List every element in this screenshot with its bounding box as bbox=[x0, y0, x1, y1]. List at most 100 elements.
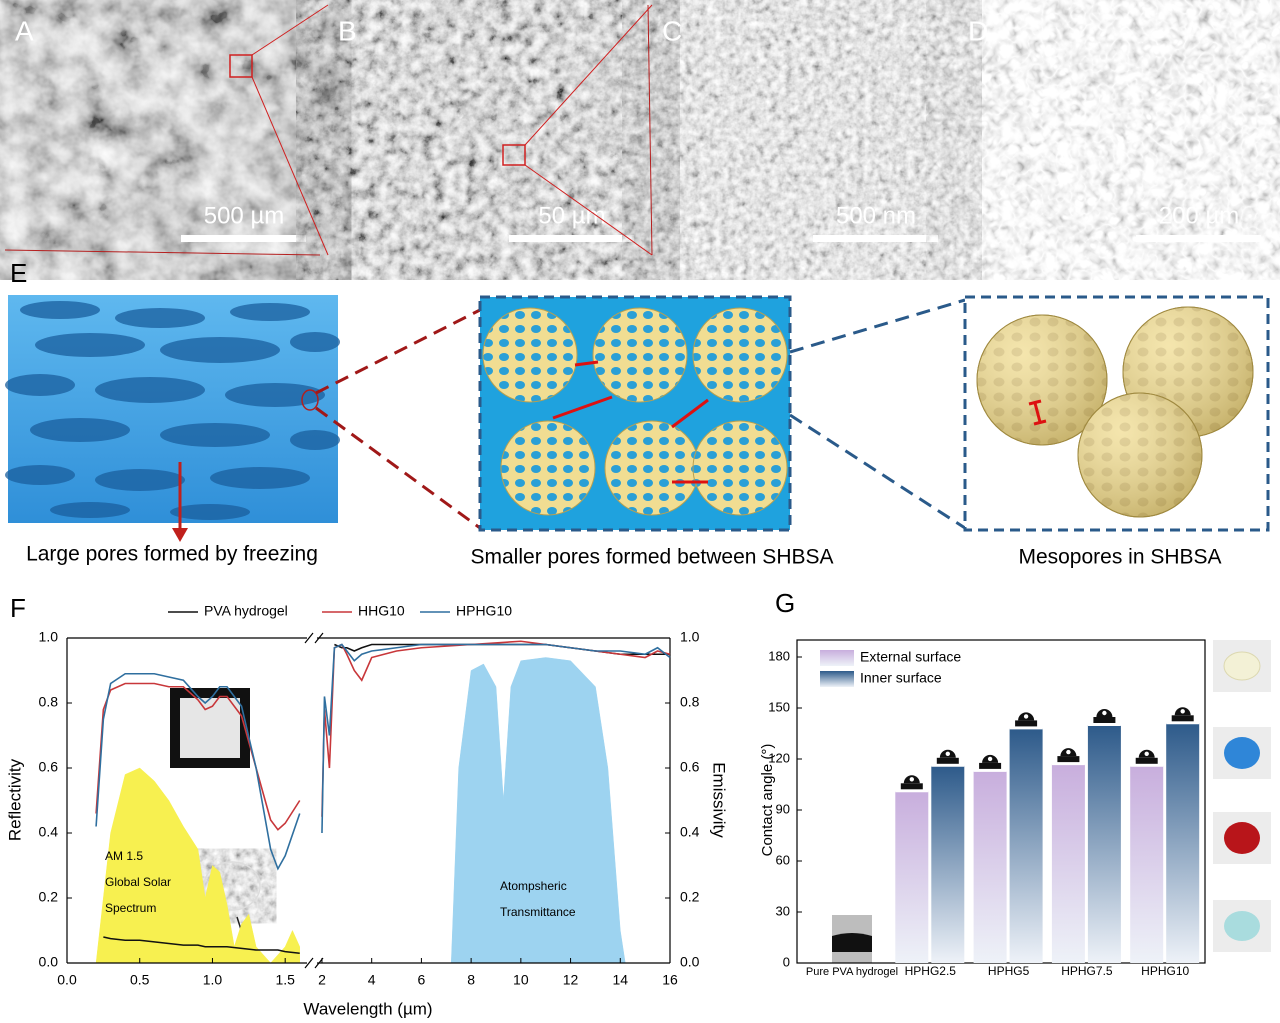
zoom-line bbox=[524, 4, 653, 146]
sem-image bbox=[328, 5, 648, 255]
y-tick-label: 0 bbox=[783, 954, 790, 969]
y-tick-label: 0.0 bbox=[39, 954, 59, 970]
scale-bar bbox=[509, 235, 634, 242]
y-tick-label: 150 bbox=[768, 699, 790, 714]
legend-label: Inner surface bbox=[860, 670, 942, 686]
zoom-line bbox=[315, 406, 481, 530]
y2-axis-label: Emissivity bbox=[710, 762, 729, 838]
x-tick-label: 10 bbox=[513, 972, 529, 988]
scale-bar-label: 200 µm bbox=[1159, 202, 1240, 229]
droplet-base bbox=[979, 762, 1002, 769]
y2-tick-label: 0.6 bbox=[680, 759, 700, 775]
droplet-base bbox=[936, 757, 959, 764]
bar bbox=[1009, 728, 1043, 963]
y-axis-label: Reflectivity bbox=[5, 758, 24, 841]
panel-label: C bbox=[662, 15, 682, 46]
area-label: Spectrum bbox=[105, 901, 156, 915]
zoom-line bbox=[524, 164, 653, 256]
panel-label: A bbox=[15, 15, 34, 46]
scale-bar bbox=[181, 235, 306, 242]
x-tick-label: Pure PVA hydrogel bbox=[806, 966, 898, 978]
droplet-base bbox=[1057, 756, 1080, 763]
droplet-highlight bbox=[1180, 709, 1185, 714]
mesopore-marker bbox=[1028, 399, 1047, 426]
series-line bbox=[321, 643, 671, 834]
panel-label: B bbox=[338, 15, 357, 46]
zoom-line bbox=[315, 308, 481, 395]
droplet-base bbox=[1135, 757, 1158, 764]
x-tick-label: HPHG7.5 bbox=[1061, 964, 1113, 978]
x-tick-label: 0.0 bbox=[57, 972, 77, 988]
y-tick-label: 0.8 bbox=[39, 694, 59, 710]
y2-tick-label: 0.8 bbox=[680, 694, 700, 710]
panel-label: F bbox=[10, 593, 26, 623]
droplet-highlight bbox=[987, 756, 993, 762]
scale-bar bbox=[1136, 235, 1261, 242]
y-tick-label: 60 bbox=[776, 852, 790, 867]
legend-label: HPHG10 bbox=[456, 603, 512, 619]
zoom-edge bbox=[647, 4, 653, 256]
zoom-line bbox=[789, 298, 966, 354]
sem-image bbox=[652, 5, 952, 255]
y2-tick-label: 0.0 bbox=[680, 954, 700, 970]
y-tick-label: 90 bbox=[776, 801, 790, 816]
area-label: AM 1.5 bbox=[105, 849, 143, 863]
area bbox=[450, 657, 626, 964]
axis-break bbox=[304, 957, 314, 969]
scale-bar-label: 500 nm bbox=[836, 202, 916, 229]
x-tick-label: 14 bbox=[612, 972, 628, 988]
bar bbox=[973, 770, 1007, 963]
droplet-base bbox=[900, 783, 923, 790]
y-tick-label: 120 bbox=[768, 750, 790, 765]
panel-label: D bbox=[968, 15, 988, 46]
y-tick-label: 0.2 bbox=[39, 889, 59, 905]
gap-markers bbox=[552, 360, 709, 484]
legend-label: External surface bbox=[860, 649, 961, 665]
x-tick-label: HPHG2.5 bbox=[905, 964, 957, 978]
zoom-box bbox=[229, 54, 253, 78]
scale-bar bbox=[813, 235, 938, 242]
sem-image bbox=[958, 5, 1275, 255]
arrow-head bbox=[172, 528, 188, 542]
x-tick-label: 0.5 bbox=[130, 972, 150, 988]
bar bbox=[1130, 765, 1164, 963]
zoom-line bbox=[251, 76, 329, 256]
x-tick-label: 8 bbox=[467, 972, 475, 988]
pore-image bbox=[8, 295, 338, 523]
mesopore-spheres bbox=[976, 306, 1254, 518]
bar bbox=[1051, 764, 1085, 963]
legend-label: PVA hydrogel bbox=[204, 603, 288, 619]
bar bbox=[931, 765, 965, 963]
series-line bbox=[103, 936, 300, 955]
pore-shapes bbox=[5, 301, 340, 520]
scale-bar-label: 50 µm bbox=[538, 202, 605, 229]
area bbox=[95, 767, 300, 964]
y2-tick-label: 0.4 bbox=[680, 824, 700, 840]
droplet-base bbox=[1015, 720, 1038, 727]
panel-label: G bbox=[775, 588, 795, 618]
axis-break bbox=[314, 632, 324, 644]
x-tick-label: 12 bbox=[563, 972, 579, 988]
x-tick-label: HPHG10 bbox=[1141, 964, 1189, 978]
caption: Mesopores in SHBSA bbox=[1018, 546, 1221, 569]
sem-image bbox=[5, 5, 320, 255]
zoom-marker bbox=[301, 389, 319, 411]
bar bbox=[1087, 725, 1121, 963]
bar bbox=[1166, 723, 1200, 963]
axis-break bbox=[304, 632, 314, 644]
legend-swatch bbox=[820, 650, 854, 666]
bar bbox=[895, 791, 929, 963]
y2-tick-label: 0.2 bbox=[680, 889, 700, 905]
y2-tick-label: 1.0 bbox=[680, 629, 700, 645]
droplet-highlight bbox=[945, 751, 950, 756]
spheres bbox=[482, 307, 788, 516]
x-tick-label: 16 bbox=[662, 972, 678, 988]
pure-pva-drop bbox=[832, 933, 872, 952]
droplet-photos bbox=[1213, 640, 1271, 952]
y-tick-label: 180 bbox=[768, 648, 790, 663]
series-line bbox=[95, 682, 301, 831]
zoom-box bbox=[502, 144, 526, 166]
droplet-highlight bbox=[1144, 751, 1149, 756]
zoom-line bbox=[251, 4, 329, 56]
